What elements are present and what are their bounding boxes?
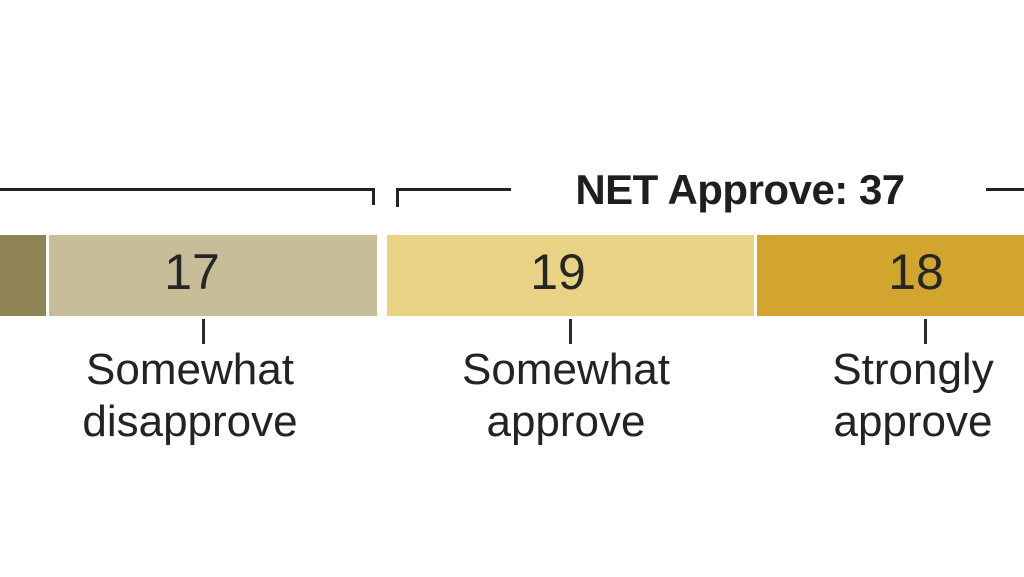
tick-somewhat-disapprove xyxy=(202,319,205,344)
value-somewhat-disapprove: 17 xyxy=(164,244,220,300)
approve-bracket-line-tail xyxy=(986,188,1024,191)
value-strongly-approve: 18 xyxy=(888,244,944,300)
label-somewhat-approve: Somewhat approve xyxy=(462,345,670,446)
approve-bracket-start-tick xyxy=(396,188,399,207)
bar-segment-strongly-approve xyxy=(757,235,1024,316)
label-somewhat-disapprove: Somewhat disapprove xyxy=(82,345,298,446)
approve-bracket-line xyxy=(396,188,511,191)
disapprove-bracket-line xyxy=(0,188,375,191)
disapprove-bracket-end-tick xyxy=(372,188,375,205)
net-approve-label: NET Approve: 37 xyxy=(575,166,905,213)
value-somewhat-approve: 19 xyxy=(530,244,586,300)
bar-segment-somewhat-approve xyxy=(387,235,754,316)
label-strongly-approve: Strongly approve xyxy=(832,345,994,446)
bar-segment-somewhat-disapprove xyxy=(49,235,377,316)
tick-somewhat-approve xyxy=(569,319,572,344)
tick-strongly-approve xyxy=(924,319,927,344)
bar-segment-leftmost-truncated xyxy=(0,235,46,316)
